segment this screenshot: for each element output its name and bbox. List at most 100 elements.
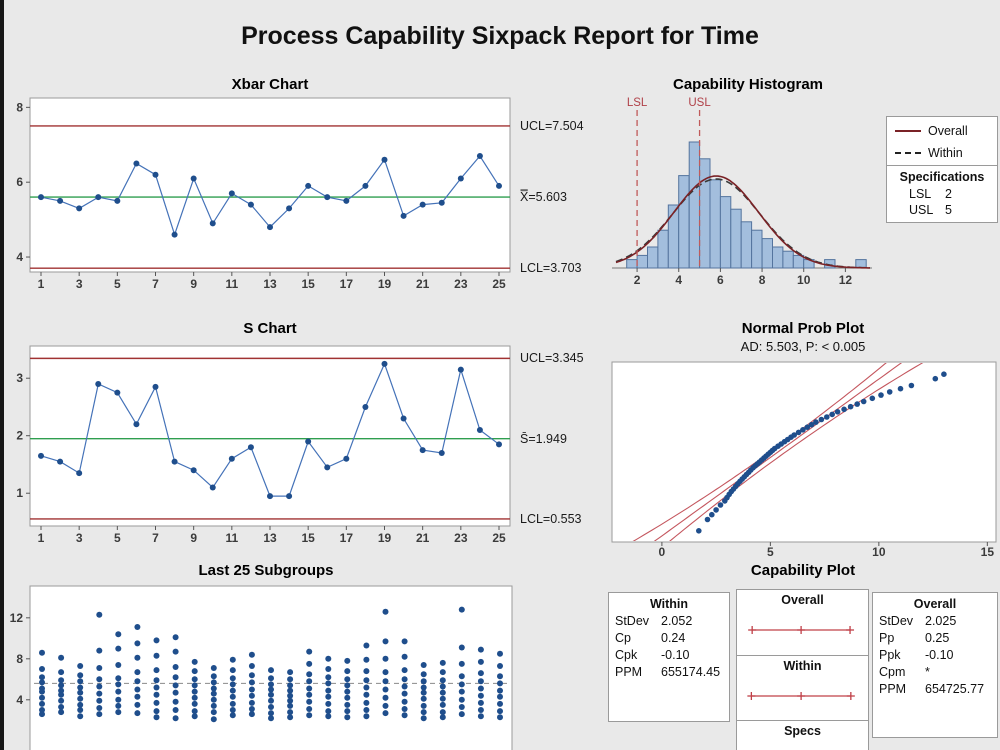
stat-value: 2.025 bbox=[925, 614, 957, 628]
usl-value: 5 bbox=[945, 203, 952, 217]
svg-text:10: 10 bbox=[872, 545, 886, 558]
svg-text:6: 6 bbox=[717, 273, 724, 287]
page-title: Process Capability Sixpack Report for Ti… bbox=[241, 22, 759, 50]
stat-row: Cpm * bbox=[873, 664, 997, 681]
svg-text:19: 19 bbox=[378, 277, 392, 291]
legend-label-within: Within bbox=[928, 146, 963, 160]
xbar-mean-label: X̿=5.603 bbox=[520, 190, 567, 204]
stat-value: 2.052 bbox=[661, 614, 693, 628]
svg-text:25: 25 bbox=[492, 277, 506, 291]
interval-label-overall: Overall bbox=[781, 593, 824, 607]
svg-text:2: 2 bbox=[634, 273, 641, 287]
stat-label: PPM bbox=[615, 665, 643, 679]
svg-text:11: 11 bbox=[225, 531, 238, 545]
svg-text:4: 4 bbox=[16, 693, 23, 707]
s-ucl-label: UCL=3.345 bbox=[520, 351, 584, 365]
svg-text:1: 1 bbox=[38, 531, 45, 545]
xbar-chart-title: Xbar Chart bbox=[231, 76, 309, 93]
stat-label: Cp bbox=[615, 631, 631, 645]
svg-text:5: 5 bbox=[114, 277, 121, 291]
svg-text:9: 9 bbox=[190, 277, 197, 291]
interval-svg-1 bbox=[747, 692, 855, 700]
stat-row: StDev 2.025 bbox=[873, 613, 997, 630]
prob-plot-subtitle: AD: 5.503, P: < 0.005 bbox=[740, 339, 866, 354]
stat-label: StDev bbox=[879, 614, 914, 628]
s-chart-title: S Chart bbox=[243, 320, 297, 337]
within-stats-title: Within bbox=[649, 597, 689, 611]
stat-row: Cpk -0.10 bbox=[609, 647, 729, 664]
prob-plot-title: Normal Prob Plot bbox=[741, 320, 865, 337]
svg-text:9: 9 bbox=[190, 531, 197, 545]
svg-text:21: 21 bbox=[416, 531, 430, 545]
stat-value: 654725.77 bbox=[925, 682, 985, 696]
histogram-chart: 2 4 6 8 10 12 LSL USL bbox=[612, 97, 872, 287]
svg-text:23: 23 bbox=[454, 531, 468, 545]
histogram-legend: Overall Within bbox=[886, 116, 998, 168]
s-lcl-label: LCL=0.553 bbox=[520, 512, 582, 526]
svg-text:10: 10 bbox=[797, 273, 811, 287]
lsl-value: 2 bbox=[945, 187, 952, 201]
svg-text:5: 5 bbox=[767, 545, 774, 558]
stat-value: -0.10 bbox=[925, 648, 954, 662]
svg-text:15: 15 bbox=[981, 545, 995, 558]
svg-text:6: 6 bbox=[16, 175, 23, 189]
interval-section-specs: Specs bbox=[737, 720, 868, 750]
svg-text:8: 8 bbox=[16, 100, 23, 114]
xbar-ucl-label: UCL=7.504 bbox=[520, 119, 584, 133]
legend-item-within: Within bbox=[895, 146, 989, 160]
legend-item-overall: Overall bbox=[895, 124, 989, 138]
interval-section-overall: Overall bbox=[737, 590, 868, 655]
usl-label: USL bbox=[909, 203, 934, 217]
svg-text:19: 19 bbox=[378, 531, 392, 545]
s-mean-label: S̄=1.949 bbox=[520, 432, 567, 446]
window-edge bbox=[0, 0, 4, 750]
svg-text:3: 3 bbox=[76, 277, 83, 291]
stat-label: Cpm bbox=[879, 665, 906, 679]
svg-text:5: 5 bbox=[114, 531, 121, 545]
svg-text:8: 8 bbox=[16, 652, 23, 666]
stat-value: -0.10 bbox=[661, 648, 690, 662]
within-stats-box: Within StDev 2.052 Cp 0.24 Cpk -0.10 PPM… bbox=[608, 592, 730, 722]
within-line-swatch bbox=[895, 152, 921, 154]
stat-label: PPM bbox=[879, 682, 907, 696]
svg-text:12: 12 bbox=[10, 611, 24, 625]
svg-text:USL: USL bbox=[688, 97, 711, 109]
prob-plot-chart: 0 5 10 15 bbox=[611, 361, 997, 558]
svg-text:7: 7 bbox=[152, 531, 159, 545]
svg-text:15: 15 bbox=[301, 531, 315, 545]
subgroups-chart: 4 8 12 bbox=[10, 585, 513, 750]
lsl-label: LSL bbox=[909, 187, 932, 201]
svg-text:3: 3 bbox=[76, 531, 83, 545]
spec-row-lsl: LSL 2 bbox=[893, 186, 991, 202]
stat-label: Cpk bbox=[615, 648, 638, 662]
interval-svg-2 bbox=[737, 739, 866, 750]
svg-text:1: 1 bbox=[38, 277, 45, 291]
capability-plot-title: Capability Plot bbox=[750, 562, 856, 579]
svg-text:LSL: LSL bbox=[627, 97, 648, 109]
histogram-title: Capability Histogram bbox=[672, 76, 824, 93]
svg-text:11: 11 bbox=[225, 277, 238, 291]
svg-text:2: 2 bbox=[16, 429, 23, 443]
stat-label: Ppk bbox=[879, 648, 901, 662]
stat-row: Cp 0.24 bbox=[609, 630, 729, 647]
stat-value: * bbox=[925, 665, 930, 679]
spec-row-usl: USL 5 bbox=[893, 202, 991, 218]
stat-row: Pp 0.25 bbox=[873, 630, 997, 647]
svg-text:4: 4 bbox=[16, 250, 23, 264]
svg-text:17: 17 bbox=[340, 277, 354, 291]
svg-text:7: 7 bbox=[152, 277, 159, 291]
stat-row: PPM 654725.77 bbox=[873, 681, 997, 698]
stat-row: PPM 655174.45 bbox=[609, 664, 729, 681]
interval-label-within: Within bbox=[783, 659, 822, 673]
specifications-title: Specifications bbox=[899, 170, 985, 184]
svg-text:21: 21 bbox=[416, 277, 430, 291]
stat-row: StDev 2.052 bbox=[609, 613, 729, 630]
specifications-box: Specifications LSL 2 USL 5 bbox=[886, 165, 998, 223]
svg-text:0: 0 bbox=[659, 545, 666, 558]
xbar-lcl-label: LCL=3.703 bbox=[520, 261, 582, 275]
stat-value: 0.24 bbox=[661, 631, 686, 645]
overall-stats-box: Overall StDev 2.025 Pp 0.25 Ppk -0.10 Cp… bbox=[872, 592, 998, 738]
